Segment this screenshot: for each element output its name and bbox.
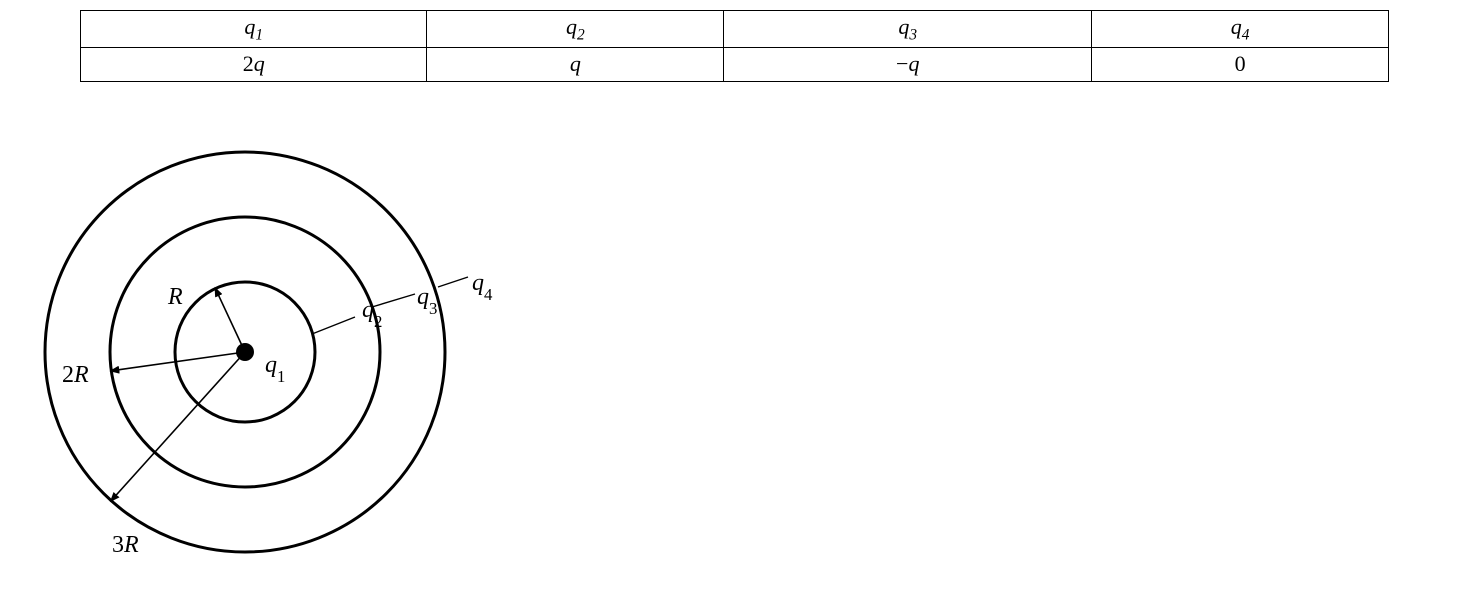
table-row: 2q q −q 0 [81, 48, 1389, 82]
sub: 2 [577, 26, 585, 43]
charge-label-q2: q2 [362, 297, 382, 331]
sub: 1 [255, 26, 263, 43]
header-q4: q4 [1092, 11, 1389, 48]
value-q4: 0 [1092, 48, 1389, 82]
radius-label-2R: 2R [62, 362, 89, 388]
sub: 4 [1242, 26, 1250, 43]
var: q [566, 14, 577, 39]
charge-label-q1: q1 [265, 352, 285, 386]
value-q2: q [427, 48, 724, 82]
value-q1: 2q [81, 48, 427, 82]
table-row: q1 q2 q3 q4 [81, 11, 1389, 48]
charges-table: q1 q2 q3 q4 2q q −q 0 [80, 10, 1389, 82]
leader-q4 [438, 277, 468, 287]
radius-label-3R: 3R [112, 532, 139, 558]
var: q [244, 14, 255, 39]
charge-label-q4: q4 [472, 270, 493, 304]
header-q2: q2 [427, 11, 724, 48]
leader-q2 [312, 317, 355, 334]
sub: 3 [909, 26, 917, 43]
leader-q3 [372, 294, 415, 307]
concentric-charges-diagram: R2R3Rq1q2q3q4 [20, 122, 1469, 587]
var: q [898, 14, 909, 39]
var: q [1231, 14, 1242, 39]
radius-label-R: R [167, 284, 183, 310]
header-q1: q1 [81, 11, 427, 48]
diagram-svg: R2R3Rq1q2q3q4 [20, 122, 580, 582]
radius-arrow-c1 [215, 289, 245, 352]
value-q3: −q [724, 48, 1092, 82]
header-q3: q3 [724, 11, 1092, 48]
